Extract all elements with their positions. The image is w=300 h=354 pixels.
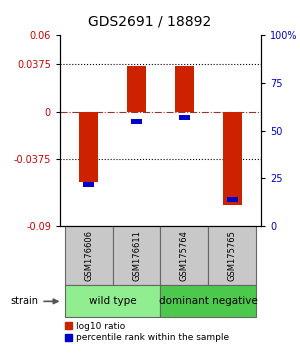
Text: GSM175765: GSM175765 (228, 230, 237, 281)
Bar (65, 226, 112, 285)
Text: GDS2691 / 18892: GDS2691 / 18892 (88, 14, 212, 28)
Bar (127, 66, 146, 112)
Bar (175, 66, 194, 112)
Bar (223, 112, 242, 205)
Text: GSM176606: GSM176606 (84, 230, 93, 281)
Text: wild type: wild type (89, 296, 136, 306)
Bar (226, 197, 238, 202)
Bar (65, 285, 160, 317)
Text: GSM176611: GSM176611 (132, 230, 141, 281)
Bar (208, 226, 256, 285)
Bar (179, 115, 190, 120)
Bar (131, 119, 142, 124)
Bar (160, 226, 208, 285)
Bar (83, 182, 94, 187)
Text: dominant negative: dominant negative (159, 296, 258, 306)
Legend: log10 ratio, percentile rank within the sample: log10 ratio, percentile rank within the … (64, 322, 230, 342)
Bar (79, 112, 98, 182)
Bar (112, 226, 160, 285)
Text: strain: strain (11, 296, 58, 306)
Bar (160, 285, 256, 317)
Text: GSM175764: GSM175764 (180, 230, 189, 281)
